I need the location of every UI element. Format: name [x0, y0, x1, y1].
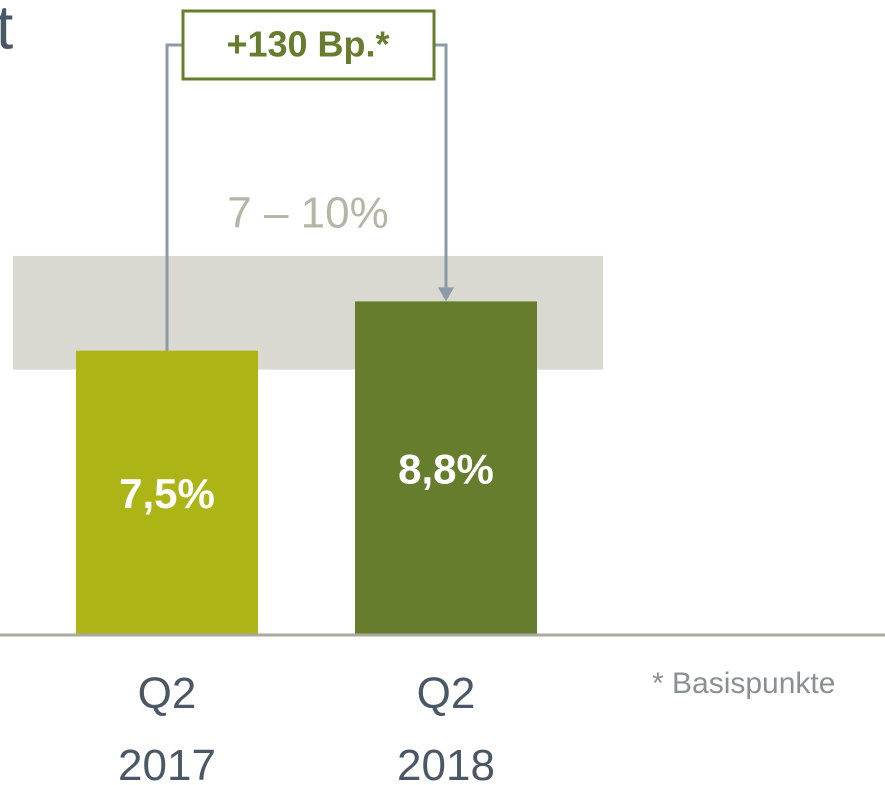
value-label: 7,5%: [119, 470, 215, 517]
x-tick-label: Q2 2017: [118, 669, 216, 785]
chart-title: t: [0, 0, 13, 62]
annotation-box: [181, 9, 436, 81]
value-label: 8,8%: [398, 445, 494, 492]
footnote: * Basispunkte: [652, 667, 835, 700]
bar: [355, 301, 537, 635]
connector: [165, 43, 448, 351]
bar: [76, 350, 258, 635]
annotation: +130 Bp.*: [226, 24, 389, 65]
target-label: 7 – 10%: [227, 189, 388, 238]
x-tick-label: Q2 2018: [397, 669, 495, 785]
arrow-head: [438, 287, 454, 302]
